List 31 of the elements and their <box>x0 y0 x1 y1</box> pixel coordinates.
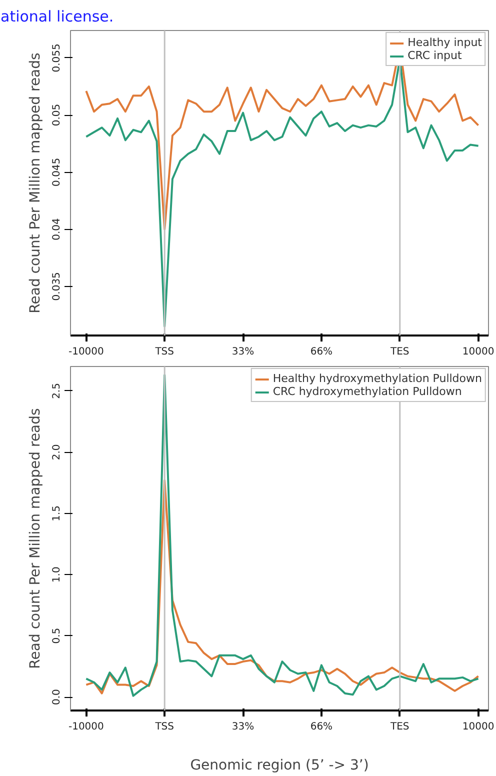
x-tick-label: 10000 <box>462 346 494 358</box>
x-axis-title: Genomic region (5’ -> 3’) <box>190 758 369 774</box>
text: ational license. <box>0 8 114 26</box>
y-tick-label: 0.5 <box>52 628 62 644</box>
x-tick-label: 66% <box>310 346 333 358</box>
y-tick-label: 0.04 <box>52 218 62 240</box>
y-tick-label: 0.035 <box>52 272 62 301</box>
x-tick-label: 33% <box>232 722 254 732</box>
x-tick-label: -10000 <box>68 722 104 732</box>
legend-label: Healthy hydroxymethylation Pulldown <box>272 372 482 385</box>
y-tick-label: 0.05 <box>52 104 62 126</box>
y-tick-label: 2.5 <box>52 383 62 399</box>
legend-label: CRC input <box>408 49 462 62</box>
y-axis-title: Read count Per Million mapped reads <box>28 52 44 314</box>
x-tick-label: 66% <box>310 722 333 732</box>
y-tick-label: 0.0 <box>52 689 62 705</box>
y-tick-label: 2.0 <box>52 444 62 460</box>
x-tick-label: TSS <box>154 722 174 732</box>
x-tick-label: 33% <box>232 346 254 358</box>
x-tick-label: TES <box>389 722 410 732</box>
y-tick-label: 1.0 <box>52 566 62 583</box>
y-tick-label: 0.045 <box>52 158 62 186</box>
x-tick-label: -10000 <box>68 346 104 358</box>
y-tick-label: 1.5 <box>52 505 62 522</box>
y-tick-label: 0.055 <box>52 44 62 72</box>
x-tick-label: TSS <box>154 346 174 358</box>
y-axis-title: Read count Per Million mapped reads <box>28 408 44 669</box>
legend-label: Healthy input <box>408 36 482 49</box>
x-tick-label: TES <box>389 346 410 358</box>
legend-label: CRC hydroxymethylation Pulldown <box>272 385 462 398</box>
x-tick-label: 10000 <box>462 722 494 732</box>
